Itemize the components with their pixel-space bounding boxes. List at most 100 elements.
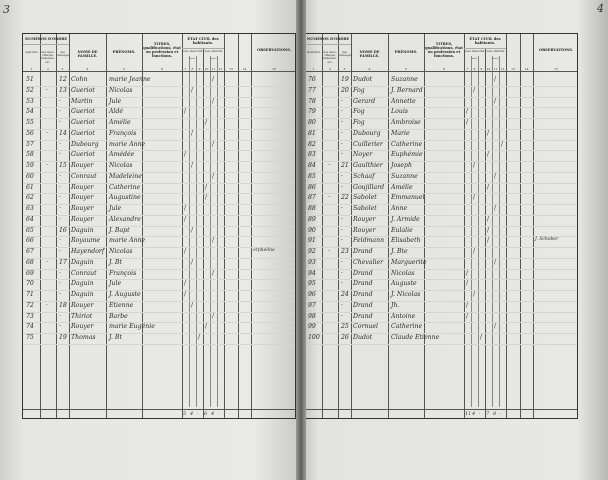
first-name: J. Auguste — [109, 291, 141, 298]
civil-status-mark: / — [184, 215, 187, 223]
house-number: · — [328, 162, 330, 169]
column-total: 7 — [486, 411, 490, 417]
household-number: · — [341, 119, 343, 126]
first-name: J. Nicolas — [391, 291, 421, 298]
family-name: Rouyer — [353, 215, 376, 223]
household-number: · — [59, 215, 61, 223]
family-name: Rouyer — [71, 194, 94, 202]
family-name: Gerard — [353, 97, 376, 105]
row-number: 79 — [308, 108, 316, 116]
first-name: J. Bt — [109, 258, 122, 266]
civil-status-mark: / — [487, 215, 490, 223]
row-number: 87 — [308, 194, 316, 202]
civil-status-mark: / — [494, 172, 497, 180]
first-name: marie Eugénie — [109, 323, 155, 331]
header-etat-civil: ÉTAT CIVIL des habitants. — [187, 37, 219, 45]
family-name: Martin — [71, 97, 93, 105]
column-divider — [203, 48, 204, 418]
first-name: J. Bte — [391, 248, 408, 255]
first-name: Barbe — [109, 312, 128, 320]
household-number: · — [59, 151, 61, 159]
row-rule — [23, 333, 295, 334]
civil-status-mark: / — [198, 334, 201, 341]
row-number: 82 — [308, 140, 316, 148]
row-rule — [23, 193, 295, 195]
civil-status-mark: / — [191, 129, 194, 137]
family-name: Gueriot — [71, 119, 95, 126]
column-number: 3 — [61, 67, 64, 71]
first-name: Amélie — [391, 183, 413, 191]
header-divider — [305, 71, 577, 72]
civil-status-mark: / — [487, 226, 490, 234]
first-name: François — [109, 129, 137, 137]
first-name: Amédée — [109, 151, 135, 159]
row-number: 100 — [308, 334, 320, 341]
row-rule — [23, 182, 295, 184]
header-etat-sub: Garçons — [182, 57, 189, 58]
column-number: 2 — [329, 67, 331, 71]
house-number: · — [46, 129, 48, 137]
row-rule — [305, 107, 577, 109]
column-number: 5 — [123, 67, 125, 71]
civil-status-mark: / — [473, 291, 476, 298]
civil-status-mark: / — [191, 226, 194, 234]
civil-status-mark: / — [487, 129, 490, 137]
row-number: 73 — [26, 312, 34, 320]
household-number: · — [341, 280, 343, 288]
civil-status-mark: / — [191, 301, 194, 309]
first-name: Suzanne — [391, 76, 418, 83]
family-name: Rouyer — [71, 162, 94, 169]
household-number: 24 — [341, 291, 349, 298]
column-number: 12 — [218, 67, 223, 71]
household-number: · — [341, 205, 343, 212]
family-name: Drand — [353, 269, 373, 277]
row-rule — [23, 257, 295, 259]
first-name: Catherine — [391, 140, 423, 148]
row-number: 57 — [26, 140, 34, 148]
row-rule — [305, 268, 577, 270]
row-rule — [23, 300, 295, 302]
house-number: · — [46, 86, 48, 94]
header-num-sub: des lieux, villages, hameaux, etc. — [323, 50, 337, 64]
household-number: 22 — [341, 194, 349, 202]
family-name: Conraut — [71, 269, 97, 277]
header-etat-sub: Veuves — [217, 57, 224, 58]
family-name: Gueriot — [71, 151, 95, 159]
row-number: 55 — [26, 119, 34, 126]
first-name: Nicolas — [109, 86, 133, 94]
row-number: 70 — [26, 280, 34, 288]
column-total: 11 — [465, 411, 472, 417]
row-rule — [23, 322, 295, 324]
family-name: Rouyer — [71, 301, 94, 309]
first-name: Anne — [391, 205, 408, 212]
book-gutter — [296, 0, 306, 480]
header-num-sub: des ménages — [339, 50, 352, 58]
column-number: 8 — [191, 67, 194, 71]
row-rule — [23, 118, 295, 119]
household-number: · — [59, 108, 61, 116]
family-name: Goujillard — [353, 183, 385, 191]
row-rule — [23, 311, 295, 313]
header-prenoms: PRÉNOMS. — [394, 50, 418, 54]
civil-status-mark: / — [494, 258, 497, 266]
row-number: 51 — [26, 76, 34, 83]
civil-status-mark: / — [466, 108, 469, 116]
column-total: 4 — [472, 411, 476, 417]
row-rule — [23, 343, 295, 345]
column-number: 1 — [30, 67, 33, 71]
row-number: 66 — [26, 237, 34, 245]
civil-status-mark: / — [212, 269, 215, 277]
row-number: 78 — [308, 97, 316, 105]
family-name: Daguin — [71, 291, 94, 298]
family-name: Rouyer — [71, 323, 94, 331]
family-name: Drand — [353, 248, 373, 255]
column-number: 13 — [511, 67, 515, 71]
column-number: 6 — [161, 67, 163, 71]
household-number: · — [59, 237, 61, 245]
row-number: 85 — [308, 172, 316, 180]
household-number: 23 — [341, 248, 349, 255]
household-number: 26 — [341, 334, 349, 341]
row-rule — [305, 257, 577, 259]
header-num-sub: quartiers — [24, 50, 39, 54]
row-rule — [305, 214, 577, 216]
